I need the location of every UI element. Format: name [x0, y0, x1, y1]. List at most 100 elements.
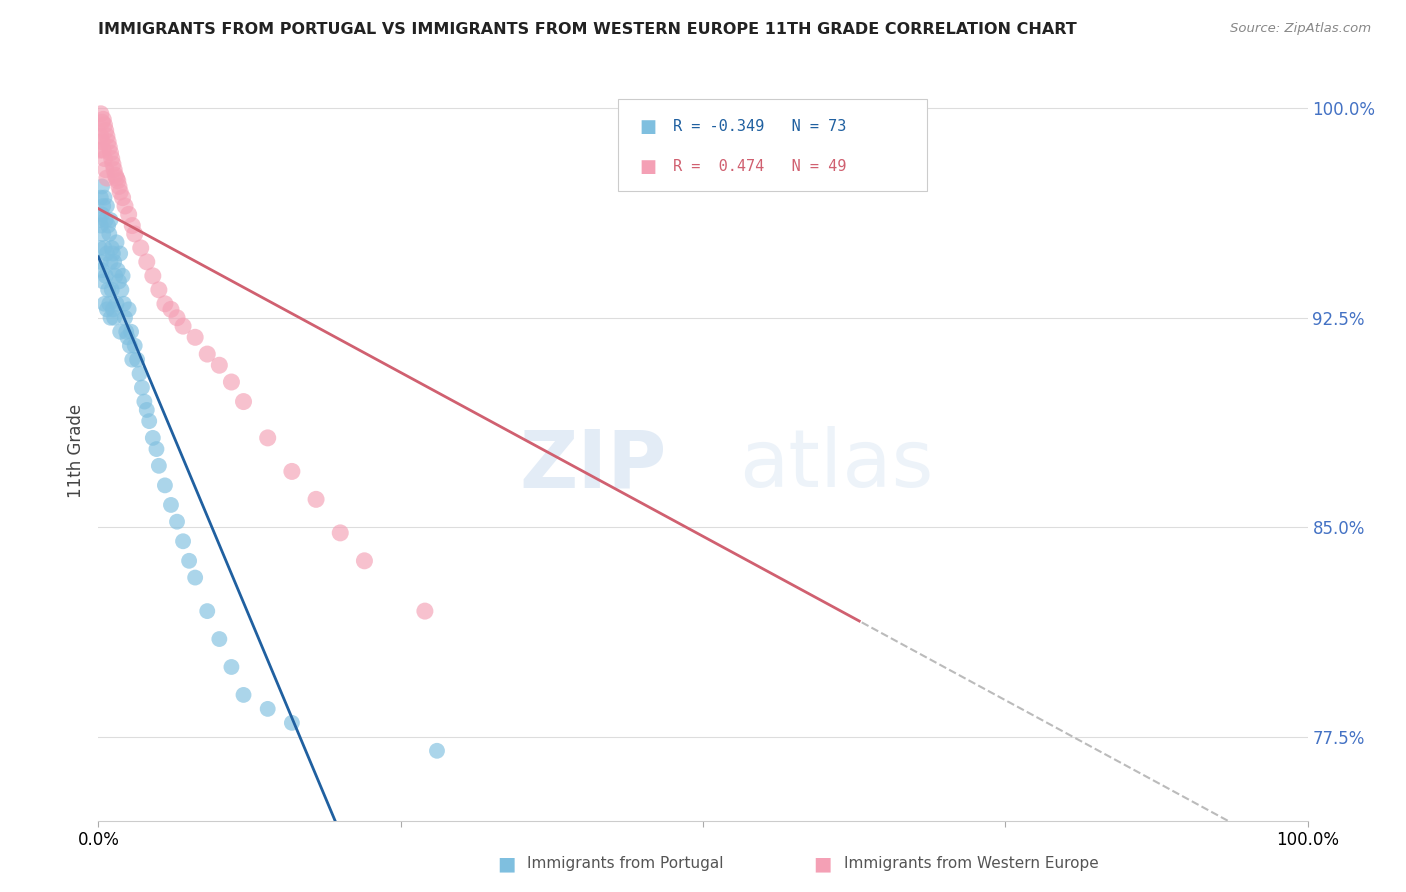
Point [153, 478, 176, 492]
Point [413, 604, 436, 618]
Point [96, 129, 118, 144]
Point [281, 715, 304, 730]
Text: R = -0.349   N = 73: R = -0.349 N = 73 [673, 120, 846, 135]
Point [91, 135, 114, 149]
Point [138, 414, 160, 428]
Point [93, 118, 115, 132]
Point [96, 302, 118, 317]
Point [91, 207, 114, 221]
Point [115, 325, 138, 339]
Point [134, 394, 156, 409]
Point [110, 283, 132, 297]
Point [121, 219, 143, 233]
Point [101, 157, 124, 171]
Point [94, 162, 117, 177]
Point [135, 255, 157, 269]
Point [96, 246, 118, 260]
Text: Immigrants from Western Europe: Immigrants from Western Europe [844, 856, 1098, 871]
Point [107, 263, 129, 277]
Point [107, 174, 129, 188]
Point [108, 179, 131, 194]
Point [112, 297, 135, 311]
Point [184, 571, 207, 585]
Point [195, 604, 218, 618]
Point [91, 179, 114, 194]
Point [135, 403, 157, 417]
Point [91, 199, 114, 213]
Point [849, 171, 872, 186]
Point [108, 275, 131, 289]
Text: IMMIGRANTS FROM PORTUGAL VS IMMIGRANTS FROM WESTERN EUROPE 11TH GRADE CORRELATIO: IMMIGRANTS FROM PORTUGAL VS IMMIGRANTS F… [98, 22, 1077, 37]
Point [353, 554, 375, 568]
Point [121, 352, 143, 367]
Point [94, 123, 117, 137]
Point [184, 330, 207, 344]
Point [98, 297, 121, 311]
Point [179, 554, 201, 568]
Point [232, 688, 254, 702]
Point [90, 107, 112, 121]
Point [90, 219, 112, 233]
Point [93, 241, 115, 255]
Text: Source: ZipAtlas.com: Source: ZipAtlas.com [1230, 22, 1371, 36]
Point [208, 358, 231, 372]
Point [90, 191, 112, 205]
Point [148, 283, 170, 297]
Point [93, 152, 115, 166]
Point [124, 339, 146, 353]
Point [111, 191, 134, 205]
Point [142, 268, 165, 283]
Point [153, 297, 176, 311]
Point [103, 162, 125, 177]
Point [142, 431, 165, 445]
Point [97, 219, 120, 233]
Point [232, 394, 254, 409]
Point [91, 112, 114, 127]
Point [117, 330, 139, 344]
Point [100, 213, 122, 227]
Point [93, 297, 115, 311]
Point [256, 702, 278, 716]
Point [148, 458, 170, 473]
Point [91, 115, 114, 129]
Point [89, 241, 111, 255]
Point [104, 268, 127, 283]
Point [103, 255, 125, 269]
Point [91, 275, 114, 289]
Point [195, 347, 218, 361]
Point [118, 302, 141, 317]
Point [97, 135, 120, 149]
Point [129, 241, 152, 255]
Text: Immigrants from Portugal: Immigrants from Portugal [527, 856, 724, 871]
Point [94, 268, 117, 283]
Point [281, 464, 304, 478]
Point [100, 255, 122, 269]
Point [100, 145, 122, 160]
Point [97, 283, 120, 297]
Point [96, 171, 118, 186]
Text: R =  0.474   N = 49: R = 0.474 N = 49 [673, 160, 846, 175]
Point [104, 168, 127, 182]
Point [91, 227, 114, 241]
Point [166, 515, 188, 529]
Point [105, 235, 128, 250]
Point [221, 375, 243, 389]
Point [426, 744, 449, 758]
Point [96, 199, 118, 213]
Point [120, 325, 142, 339]
Point [329, 525, 352, 540]
Point [101, 302, 124, 317]
Point [221, 660, 243, 674]
Point [93, 191, 115, 205]
Point [114, 199, 136, 213]
Point [114, 310, 136, 325]
Point [208, 632, 231, 646]
Point [128, 367, 150, 381]
Point [100, 152, 122, 166]
FancyBboxPatch shape [619, 99, 927, 192]
Text: ■: ■ [496, 854, 516, 873]
Text: ZIP: ZIP [519, 426, 666, 504]
Point [108, 325, 131, 339]
Point [98, 227, 121, 241]
Point [108, 246, 131, 260]
